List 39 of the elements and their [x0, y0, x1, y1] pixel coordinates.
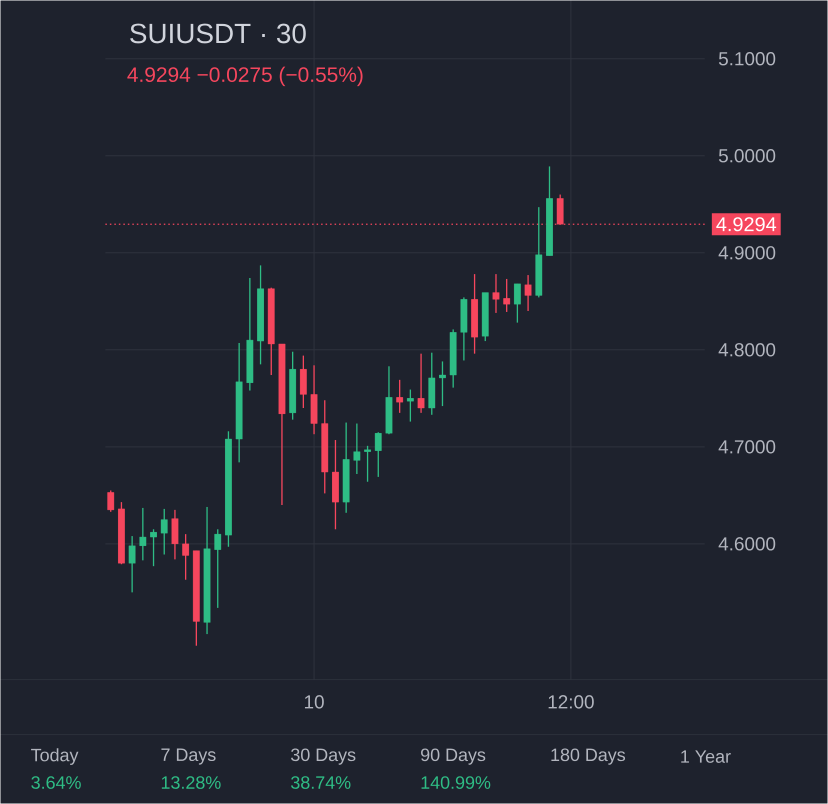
text: 7 Days — [161, 748, 216, 765]
text: SUIUSDT · 30 — [130, 24, 306, 44]
ref-line-label: 4.9294 — [716, 217, 776, 232]
candlestick — [107, 490, 114, 513]
candlestick — [492, 274, 500, 314]
candlestick — [160, 508, 168, 556]
candlestick — [439, 361, 446, 407]
candlestick — [374, 432, 382, 478]
candlestick — [524, 274, 532, 312]
text: Today — [31, 748, 78, 766]
text: 13.28% — [162, 776, 221, 790]
candlestick — [214, 528, 222, 609]
text: 30 Days — [291, 748, 356, 765]
x-tick-label: 12:00 — [548, 695, 594, 709]
x-tick-label: 10 — [304, 695, 324, 709]
y-tick-label: 5.0000 — [718, 149, 776, 163]
candlestick — [503, 278, 510, 313]
text: 180 Days — [551, 748, 626, 765]
text: 3.64% — [31, 776, 81, 790]
candlestick — [353, 423, 360, 475]
text: 1 Year — [681, 750, 731, 764]
candlestick — [406, 389, 414, 422]
y-tick-label: 5.1000 — [718, 52, 776, 66]
candlestick — [396, 379, 404, 414]
y-tick-label: 4.6000 — [718, 537, 776, 551]
candlestick — [139, 508, 146, 562]
candlestick — [150, 528, 157, 568]
text: 90 Days — [421, 748, 486, 765]
y-tick-label: 4.7000 — [718, 440, 776, 454]
candlestick — [128, 536, 136, 594]
text: 38.74% — [291, 776, 350, 790]
text: 140.99% — [422, 776, 490, 790]
y-tick-label: 4.9000 — [718, 246, 776, 260]
candlestick — [514, 283, 521, 324]
y-tick-label: 4.8000 — [718, 343, 776, 357]
text: 4.9294 −0.0275 (−0.55%) — [127, 66, 363, 86]
candlestick — [418, 353, 424, 414]
candlestick — [182, 534, 190, 581]
candlestick — [364, 445, 371, 483]
